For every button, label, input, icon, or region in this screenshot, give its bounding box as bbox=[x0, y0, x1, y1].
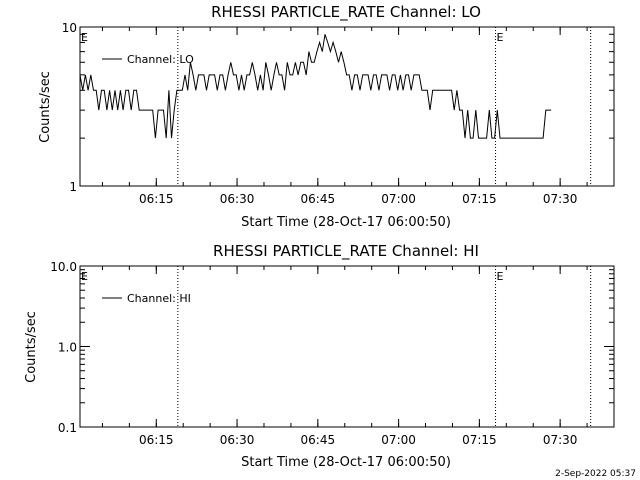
hi-marker-label: E bbox=[81, 270, 88, 283]
lo-x-tick-label: 06:15 bbox=[139, 192, 174, 206]
hi-x-tick-label: 06:45 bbox=[301, 433, 336, 447]
lo-y-tick-label: 10 bbox=[62, 21, 77, 35]
hi-y-axis-label: Counts/sec bbox=[24, 311, 39, 383]
hi-x-tick-label: 06:15 bbox=[139, 433, 174, 447]
lo-plot-frame bbox=[79, 26, 615, 187]
lo-x-tick-label: 06:30 bbox=[220, 192, 255, 206]
hi-y-tick-label: 0.1 bbox=[58, 421, 77, 435]
lo-x-axis-label: Start Time (28-Oct-17 06:00:50) bbox=[241, 215, 451, 230]
lo-y-tick-label: 1 bbox=[69, 180, 77, 194]
hi-x-ticks: 06:15 06:30 06:45 07:00 07:15 07:30 bbox=[101, 266, 588, 447]
hi-x-tick-label: 07:30 bbox=[543, 433, 578, 447]
lo-x-tick-label: 07:15 bbox=[462, 192, 497, 206]
lo-chart-title: RHESSI PARTICLE_RATE Channel: LO bbox=[211, 3, 481, 22]
hi-channel-panel: RHESSI PARTICLE_RATE Channel: HI Counts/… bbox=[24, 242, 615, 470]
hi-legend: Channel: HI bbox=[102, 292, 191, 305]
hi-legend-label: Channel: HI bbox=[127, 292, 191, 305]
lo-series-group bbox=[79, 34, 552, 139]
hi-plot-frame bbox=[79, 265, 615, 428]
hi-y-ticks: 0.1 1.0 10.0 bbox=[50, 260, 614, 435]
lo-x-tick-label: 07:30 bbox=[543, 192, 578, 206]
hi-x-tick-label: 07:00 bbox=[381, 433, 416, 447]
lo-x-ticks: 06:15 06:30 06:45 07:00 07:15 07:30 bbox=[101, 27, 588, 206]
lo-x-tick-label: 07:00 bbox=[381, 192, 416, 206]
lo-legend: Channel: LO bbox=[102, 53, 194, 66]
hi-x-tick-label: 06:30 bbox=[220, 433, 255, 447]
hi-y-tick-label: 1.0 bbox=[58, 341, 77, 355]
lo-marker-label: E bbox=[497, 31, 504, 44]
lo-series-line bbox=[79, 34, 552, 139]
date-stamp: 2-Sep-2022 05:37 bbox=[555, 469, 636, 479]
hi-chart-title: RHESSI PARTICLE_RATE Channel: HI bbox=[213, 242, 479, 261]
hi-x-axis-label: Start Time (28-Oct-17 06:00:50) bbox=[241, 455, 451, 470]
lo-channel-panel: RHESSI PARTICLE_RATE Channel: LO Counts/… bbox=[38, 3, 615, 230]
hi-y-tick-label: 10.0 bbox=[50, 260, 77, 274]
lo-y-ticks: 1 10 bbox=[62, 21, 614, 194]
lo-x-tick-label: 06:45 bbox=[301, 192, 336, 206]
lo-y-axis-label: Counts/sec bbox=[38, 71, 53, 143]
hi-marker-label: E bbox=[497, 270, 504, 283]
lo-legend-label: Channel: LO bbox=[127, 53, 194, 66]
hi-x-tick-label: 07:15 bbox=[462, 433, 497, 447]
lo-marker-label: E bbox=[81, 31, 88, 44]
